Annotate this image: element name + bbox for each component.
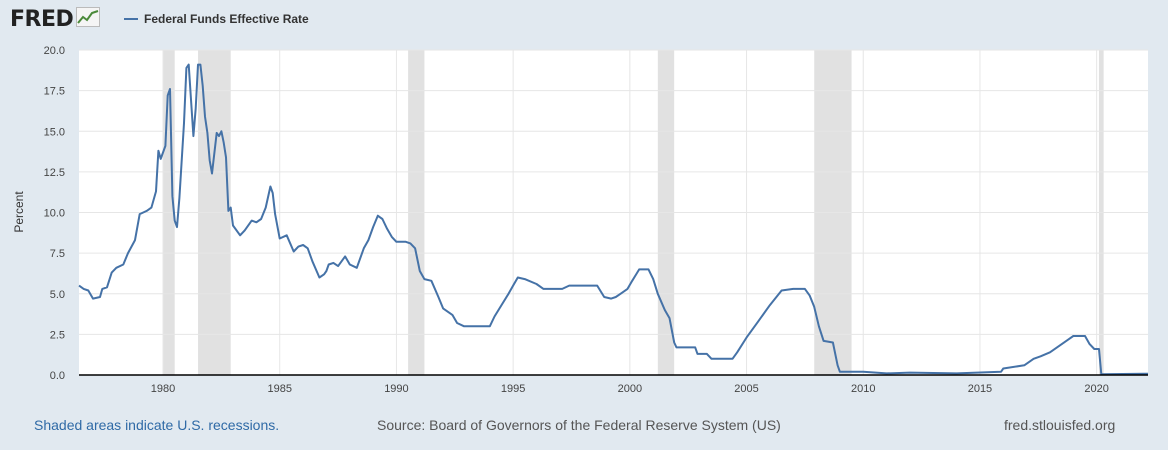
legend-swatch: [124, 18, 138, 20]
x-tick-label: 2010: [851, 383, 875, 395]
legend-label: Federal Funds Effective Rate: [144, 12, 309, 26]
y-tick-label: 17.5: [44, 86, 65, 98]
grid-lines: [79, 49, 1148, 375]
y-tick-label: 0.0: [50, 370, 65, 382]
x-tick-label: 2000: [618, 383, 642, 395]
recession-note[interactable]: Shaded areas indicate U.S. recessions.: [34, 417, 280, 433]
x-tick-label: 1985: [267, 383, 291, 395]
y-axis-label: Percent: [12, 191, 26, 233]
series-line-0: [78, 63, 1149, 376]
series-layer: [78, 63, 1149, 376]
y-tick-label: 15.0: [44, 126, 65, 138]
y-tick-label: 7.5: [50, 248, 65, 260]
y-tick-label: 12.5: [44, 167, 65, 179]
x-tick-labels: 1980 1985 1990 1995 2000 2005 2010 2015 2020: [151, 383, 1109, 395]
x-tick-label: 2015: [968, 383, 992, 395]
site-url[interactable]: fred.stlouisfed.org: [1004, 417, 1116, 433]
x-tick-label: 1995: [501, 383, 525, 395]
fred-logo[interactable]: FRED: [10, 7, 101, 32]
x-tick-label: 2020: [1084, 383, 1108, 395]
y-tick-label: 20.0: [44, 45, 65, 57]
y-tick-label: 10.0: [44, 208, 65, 220]
source-text: Source: Board of Governors of the Federa…: [377, 417, 781, 433]
y-tick-labels: 0.0 2.5 5.0 7.5 10.0 12.5 15.0 17.5 20.0: [44, 45, 65, 382]
trend-chart-icon: [76, 7, 101, 32]
fred-logo-text: FRED: [10, 7, 74, 32]
y-tick-label: 2.5: [50, 329, 65, 341]
x-tick-label: 2005: [734, 383, 758, 395]
chart-legend: Federal Funds Effective Rate: [124, 12, 309, 26]
y-tick-label: 5.0: [50, 289, 65, 301]
x-tick-label: 1980: [151, 383, 175, 395]
x-tick-label: 1990: [384, 383, 408, 395]
